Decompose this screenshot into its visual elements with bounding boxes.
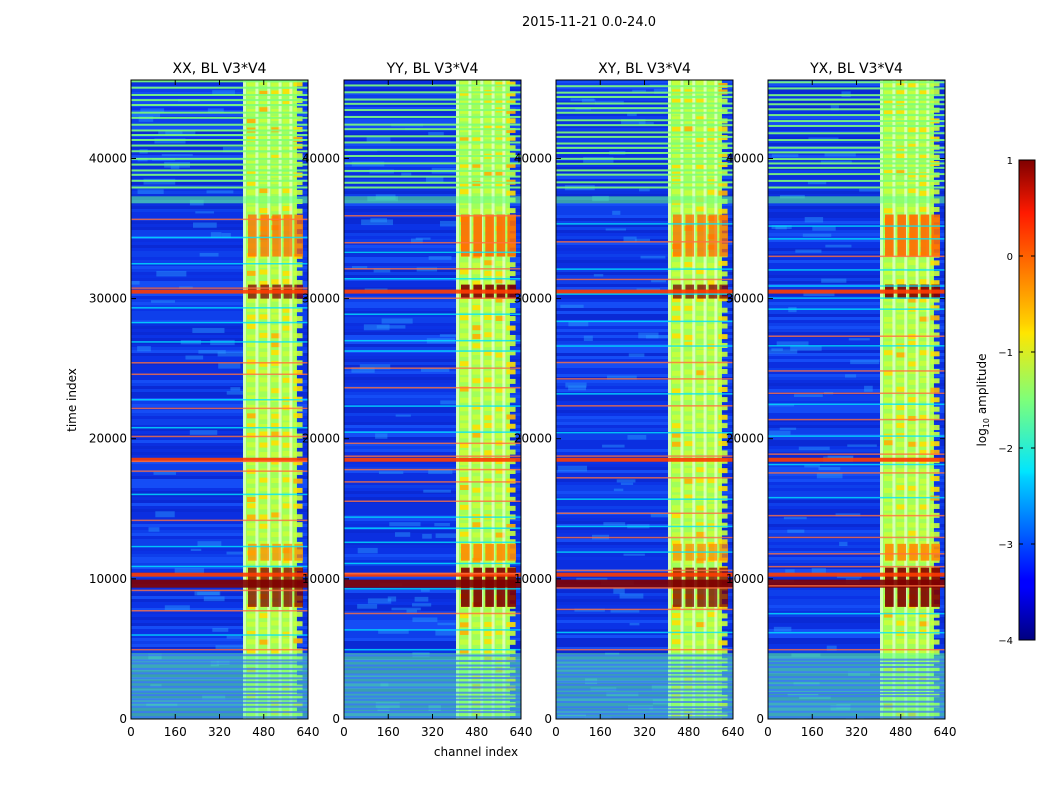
panel-title: XY, BL V3*V4: [598, 61, 691, 77]
y-tick-label: 0: [119, 712, 127, 726]
y-tick-label: 30000: [302, 292, 340, 306]
heatmap-image: [768, 80, 945, 719]
x-axis-label: channel index: [434, 745, 518, 759]
colorbar-label: log10 amplitude: [975, 354, 991, 447]
x-tick-label: 0: [127, 725, 135, 739]
x-tick-label: 480: [465, 725, 488, 739]
x-tick-label: 480: [252, 725, 275, 739]
colorbar-tick-label: 0: [1007, 252, 1013, 263]
x-tick-label: 0: [340, 725, 348, 739]
x-tick-label: 320: [633, 725, 656, 739]
x-tick-label: 160: [589, 725, 612, 739]
y-tick-label: 10000: [302, 572, 340, 586]
colorbar-tick-label: −1: [998, 348, 1013, 359]
heatmap-panel-2: YY, BL V3*V4 0 160 320 480 640 0 10000 20000 3000…: [302, 61, 533, 739]
heatmap-panel-3: XY, BL V3*V4 0 160 320 480 640 0 10000 20000 3000…: [514, 61, 745, 739]
colorbar-label-log: log: [975, 428, 989, 446]
y-tick-label: 10000: [89, 572, 127, 586]
colorbar-tick-label: −2: [998, 444, 1013, 455]
colorbar: 10−1−2−3−4 log10 amplitude: [975, 156, 1036, 647]
colorbar-tick-label: −4: [998, 636, 1013, 647]
panel-title: YY, BL V3*V4: [386, 61, 479, 77]
y-tick-label: 20000: [302, 432, 340, 446]
x-tick-label: 320: [845, 725, 868, 739]
colorbar-gradient: [1018, 159, 1036, 641]
y-tick-label: 30000: [726, 292, 764, 306]
colorbar-label-sub: 10: [982, 418, 991, 428]
x-tick-label: 320: [208, 725, 231, 739]
y-tick-label: 0: [332, 712, 340, 726]
x-tick-label: 640: [934, 725, 957, 739]
x-tick-label: 0: [764, 725, 772, 739]
y-tick-label: 10000: [726, 572, 764, 586]
y-tick-label: 20000: [726, 432, 764, 446]
x-tick-label: 160: [801, 725, 824, 739]
y-tick-label: 0: [756, 712, 764, 726]
y-axis-label: time index: [65, 368, 79, 432]
y-tick-label: 10000: [514, 572, 552, 586]
y-tick-label: 30000: [514, 292, 552, 306]
x-tick-label: 0: [552, 725, 560, 739]
colorbar-label-suffix: amplitude: [975, 354, 989, 418]
y-tick-label: 40000: [726, 151, 764, 165]
heatmap-panel-4: YX, BL V3*V4 0 160 320 480 640 0 10000 20000 3000…: [726, 61, 957, 739]
x-tick-label: 640: [510, 725, 533, 739]
heatmap-image: [131, 80, 308, 719]
y-tick-label: 20000: [89, 432, 127, 446]
heatmap-image: [556, 80, 733, 719]
heatmap-panel-1: XX, BL V3*V4 0 160 320 480 640 0 10000 20000 3000…: [89, 61, 320, 739]
x-tick-label: 160: [164, 725, 187, 739]
y-tick-label: 30000: [89, 292, 127, 306]
figure-suptitle: 2015-11-21 0.0-24.0: [522, 15, 656, 30]
colorbar-tick-label: 1: [1007, 156, 1013, 167]
x-tick-label: 480: [889, 725, 912, 739]
heatmap-image: [344, 80, 521, 719]
x-tick-label: 320: [421, 725, 444, 739]
colorbar-tick-label: −3: [998, 540, 1013, 551]
y-tick-label: 40000: [514, 151, 552, 165]
x-tick-label: 640: [297, 725, 320, 739]
panel-title: XX, BL V3*V4: [173, 61, 267, 77]
y-tick-label: 40000: [302, 151, 340, 165]
y-tick-label: 20000: [514, 432, 552, 446]
x-tick-label: 480: [677, 725, 700, 739]
x-tick-label: 160: [377, 725, 400, 739]
y-tick-label: 40000: [89, 151, 127, 165]
y-tick-label: 0: [544, 712, 552, 726]
panel-title: YX, BL V3*V4: [809, 61, 903, 77]
x-tick-label: 640: [722, 725, 745, 739]
